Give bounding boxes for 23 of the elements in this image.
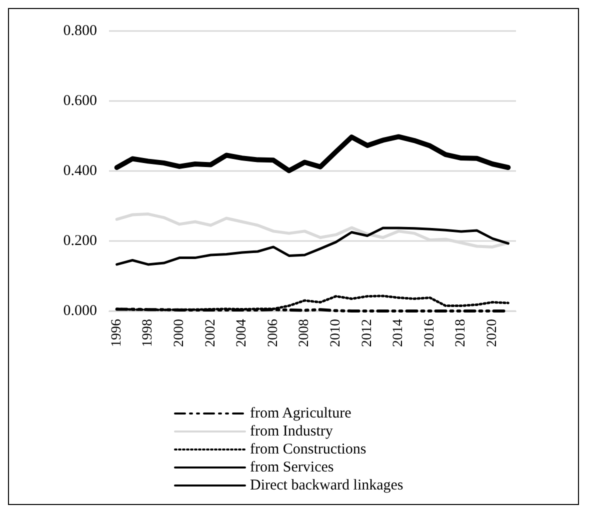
x-tick-label: 2010 <box>328 319 344 347</box>
x-tick-label: 1996 <box>109 319 124 347</box>
x-tick-label: 2008 <box>297 319 312 347</box>
y-tick-label: 0.800 <box>63 23 97 39</box>
y-tick-label: 0.400 <box>63 163 97 179</box>
legend-label: from Constructions <box>250 442 366 458</box>
x-tick-label: 2018 <box>454 319 469 347</box>
x-tick-label: 2002 <box>203 319 218 347</box>
x-tick-label: 2006 <box>266 319 281 347</box>
legend-label: from Industry <box>250 424 334 440</box>
x-tick-label: 2020 <box>485 319 500 347</box>
x-tick-label: 1998 <box>140 319 156 347</box>
x-tick-label: 2004 <box>234 319 250 347</box>
x-tick-label: 2012 <box>360 319 375 347</box>
x-tick-label: 2014 <box>391 319 406 347</box>
x-tick-label: 2000 <box>172 319 187 347</box>
y-tick-label: 0.600 <box>63 93 97 109</box>
legend-label: Direct backward linkages <box>250 478 404 494</box>
legend-label: from Services <box>250 460 334 476</box>
x-tick-label: 2016 <box>422 319 438 347</box>
y-tick-label: 0.200 <box>63 233 97 249</box>
y-tick-label: 0.000 <box>63 303 97 319</box>
legend-label: from Agriculture <box>250 406 352 422</box>
